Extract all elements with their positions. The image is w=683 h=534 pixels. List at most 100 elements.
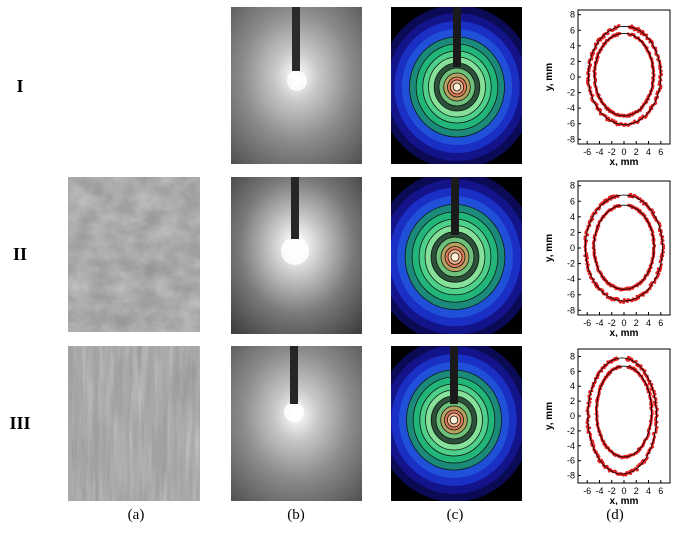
data-point <box>591 94 595 97</box>
x-tick-label: 0 <box>621 147 626 157</box>
glow-image-II <box>231 177 362 334</box>
y-tick-label: 2 <box>570 227 575 237</box>
y-tick-label: 8 <box>570 10 575 20</box>
y-tick-label: -4 <box>567 103 575 113</box>
col-label-d: (d) <box>606 507 624 523</box>
x-axis-label: x, mm <box>610 496 639 505</box>
x-tick-label: -2 <box>608 486 616 496</box>
row-label-I: I <box>16 76 24 96</box>
glow-image-I <box>231 7 362 164</box>
x-tick-label: -6 <box>583 318 591 328</box>
data-point <box>659 85 663 88</box>
x-tick-label: -2 <box>608 147 616 157</box>
data-point <box>641 29 645 33</box>
y-tick-label: -6 <box>567 456 575 466</box>
contour-image-I <box>391 7 522 164</box>
y-tick-label: 6 <box>570 366 575 376</box>
x-tick-label: 6 <box>658 486 663 496</box>
y-tick-label: 0 <box>570 243 575 253</box>
ring-plot-II: -6 -4 -2 0 2 4 6 8 6 4 2 0 -2 -4 -6 -8 x, mm y, mm <box>538 175 678 337</box>
x-tick-label: 4 <box>646 486 651 496</box>
data-point <box>585 252 589 256</box>
data-point <box>635 294 639 298</box>
x-tick-label: -6 <box>583 147 591 157</box>
data-point <box>605 118 609 122</box>
data-point <box>639 32 643 36</box>
x-axis-label: x, mm <box>610 157 639 166</box>
x-tick-label: -4 <box>595 147 603 157</box>
data-point <box>641 114 645 118</box>
x-tick-label: 0 <box>621 318 626 328</box>
data-point <box>588 401 592 404</box>
y-tick-label: -6 <box>567 290 575 300</box>
inner-ring-fit <box>594 32 654 117</box>
surface-photo-II <box>68 177 200 332</box>
ring-plot-III: -6 -4 -2 0 2 4 6 8 6 4 2 0 -2 -4 -6 -8 x, mm y, mm <box>538 343 678 505</box>
x-tick-label: 2 <box>634 147 639 157</box>
x-tick-label: 2 <box>634 486 639 496</box>
data-point <box>622 301 626 304</box>
x-tick-label: 6 <box>658 318 663 328</box>
surface-photo-III <box>68 346 200 501</box>
data-point <box>607 195 611 199</box>
col-label-a: (a) <box>127 507 145 523</box>
y-tick-label: -8 <box>567 305 575 315</box>
x-tick-label: 4 <box>646 318 651 328</box>
y-tick-label: 2 <box>570 396 575 406</box>
y-tick-label: -2 <box>567 426 575 436</box>
data-point <box>585 254 589 258</box>
y-tick-label: 0 <box>570 72 575 82</box>
data-point <box>651 445 655 449</box>
y-tick-label: -4 <box>567 441 575 451</box>
y-tick-label: 6 <box>570 196 575 206</box>
x-tick-label: 6 <box>658 147 663 157</box>
x-tick-label: 0 <box>621 486 626 496</box>
outer-ring-fit <box>584 194 664 302</box>
y-tick-label: -8 <box>567 471 575 481</box>
data-point <box>626 355 630 359</box>
x-tick-label: -2 <box>608 318 616 328</box>
data-point <box>655 426 659 429</box>
y-tick-label: 2 <box>570 56 575 66</box>
y-tick-label: -2 <box>567 88 575 98</box>
y-tick-label: -2 <box>567 259 575 269</box>
data-point <box>636 30 640 34</box>
col-label-b: (b) <box>287 507 305 523</box>
data-point <box>583 235 587 239</box>
outer-ring-fit <box>587 357 657 475</box>
y-axis-label: y, mm <box>544 234 555 262</box>
y-tick-label: 4 <box>570 212 575 222</box>
x-tick-label: 2 <box>634 318 639 328</box>
data-point <box>656 267 660 271</box>
data-point <box>598 36 602 40</box>
y-tick-label: -4 <box>567 274 575 284</box>
row-label-II: II <box>12 244 27 264</box>
x-tick-label: -4 <box>595 486 603 496</box>
row-label-III: III <box>9 413 31 433</box>
ring-plot-I: -6 -4 -2 0 2 4 6 8 6 4 2 0 -2 -4 -6 -8 x, mm y, mm <box>538 4 678 166</box>
data-point <box>603 198 606 202</box>
x-tick-label: 4 <box>646 147 651 157</box>
data-point <box>592 444 596 447</box>
inner-ring-fit <box>595 365 652 458</box>
data-point <box>624 473 628 477</box>
contour-image-II <box>391 177 522 334</box>
x-tick-label: -6 <box>583 486 591 496</box>
x-tick-label: -4 <box>595 318 603 328</box>
y-tick-label: 8 <box>570 181 575 191</box>
data-point <box>650 284 654 288</box>
x-axis-label: x, mm <box>610 328 639 337</box>
data-point <box>641 202 645 206</box>
outer-ring-fit <box>588 25 662 125</box>
y-tick-label: 6 <box>570 25 575 35</box>
data-point <box>591 439 594 443</box>
y-tick-label: 8 <box>570 351 575 361</box>
y-tick-label: -8 <box>567 134 575 144</box>
inner-ring-fit <box>593 204 655 290</box>
data-point <box>652 431 656 435</box>
y-tick-label: 0 <box>570 411 575 421</box>
data-point <box>658 75 661 78</box>
glow-image-III <box>231 346 362 501</box>
y-tick-label: -6 <box>567 119 575 129</box>
y-axis-label: y, mm <box>544 402 555 430</box>
